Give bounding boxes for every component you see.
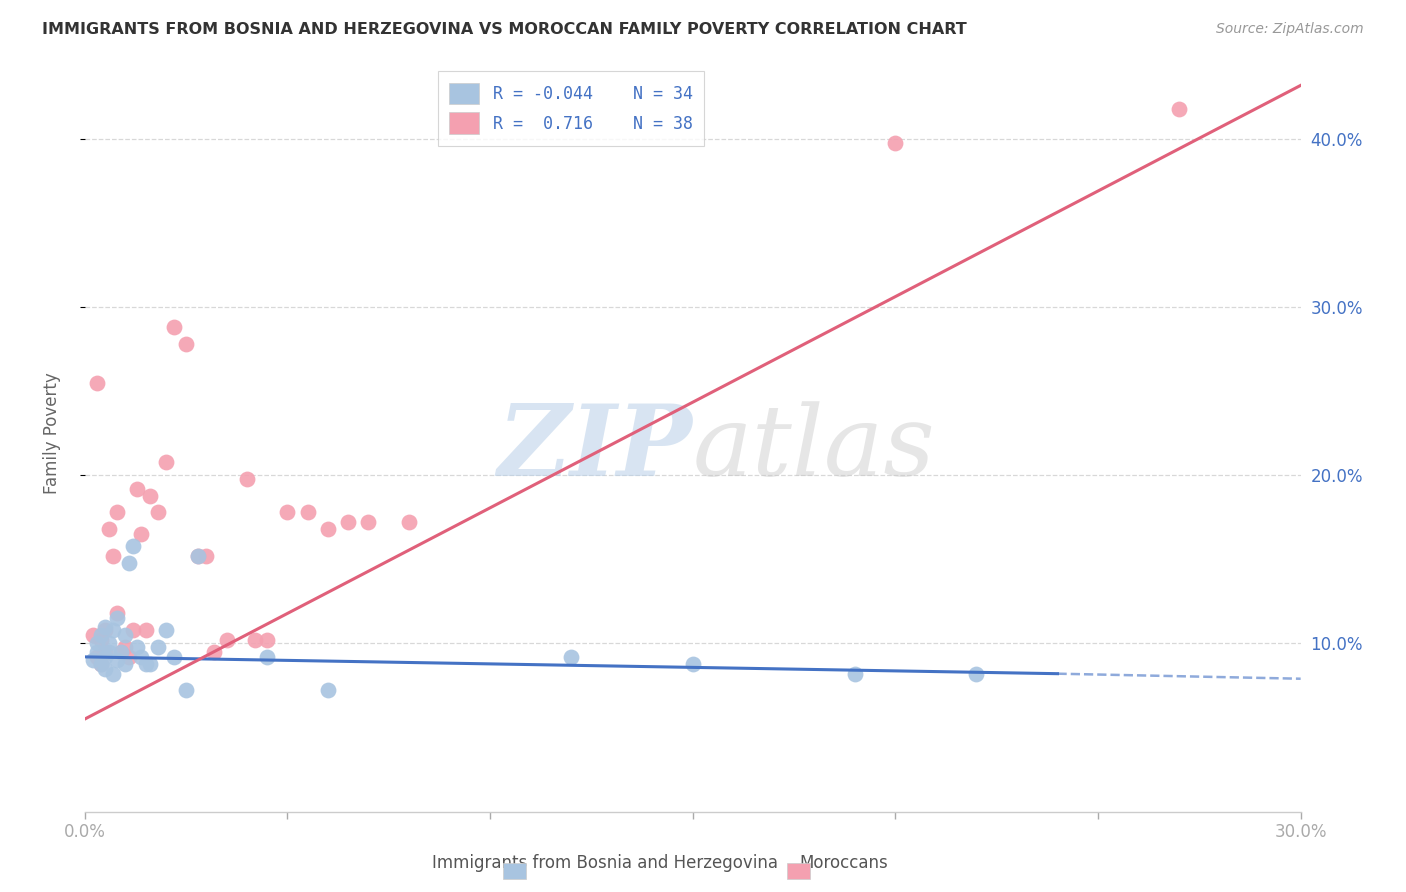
Point [98,636,121,650]
Point [86,636,108,650]
Point [204,645,226,659]
Point [163,320,186,334]
Point [105,611,128,625]
Point [884,136,907,150]
Point [114,640,136,654]
Point [560,649,582,664]
Point [243,633,266,648]
Point [682,657,704,671]
Point [82,628,104,642]
Text: atlas: atlas [693,401,935,496]
Point [94,645,117,659]
Point [138,489,160,503]
Point [105,505,128,519]
Text: Immigrants from Bosnia and Herzegovina: Immigrants from Bosnia and Herzegovina [432,855,778,872]
Point [122,539,145,553]
Point [965,666,987,681]
Point [131,527,153,541]
Point [101,666,124,681]
Point [337,516,360,530]
Point [90,628,112,642]
Point [110,645,132,659]
Point [155,623,177,637]
Point [86,376,108,390]
Point [105,606,128,620]
Point [256,649,278,664]
Point [114,628,136,642]
Point [236,472,259,486]
Point [174,337,197,351]
Point [135,657,157,671]
Point [101,549,124,563]
Point [94,623,117,637]
Point [105,653,128,667]
Point [101,623,124,637]
Text: Moroccans: Moroccans [799,855,889,872]
Point [316,683,339,698]
Point [90,657,112,671]
Point [163,649,186,664]
Point [86,649,108,664]
Point [90,633,112,648]
Point [316,522,339,536]
Point [297,505,319,519]
Point [187,549,209,563]
Point [127,482,149,496]
Point [94,662,117,676]
Point [90,657,112,671]
Point [276,505,298,519]
Point [187,549,209,563]
Point [118,649,141,664]
Text: Source: ZipAtlas.com: Source: ZipAtlas.com [1216,22,1364,37]
Point [98,522,121,536]
Point [1168,102,1191,116]
Text: ZIP: ZIP [498,401,693,497]
Point [398,516,420,530]
Y-axis label: Family Poverty: Family Poverty [44,373,60,494]
Point [256,633,278,648]
Point [215,633,238,648]
Point [155,455,177,469]
Point [146,640,169,654]
Point [127,640,149,654]
Point [122,623,145,637]
Point [131,649,153,664]
Legend: R = -0.044    N = 34, R =  0.716    N = 38: R = -0.044 N = 34, R = 0.716 N = 38 [437,71,704,145]
Point [82,653,104,667]
Point [114,657,136,671]
Point [138,657,160,671]
Point [135,623,157,637]
Point [98,645,121,659]
Point [195,549,218,563]
Point [174,683,197,698]
Point [94,619,117,633]
Point [146,505,169,519]
Point [118,556,141,570]
Point [110,645,132,659]
Point [86,645,108,659]
Point [94,649,117,664]
Point [844,666,866,681]
Text: IMMIGRANTS FROM BOSNIA AND HERZEGOVINA VS MOROCCAN FAMILY POVERTY CORRELATION CH: IMMIGRANTS FROM BOSNIA AND HERZEGOVINA V… [42,22,967,37]
Point [357,516,380,530]
